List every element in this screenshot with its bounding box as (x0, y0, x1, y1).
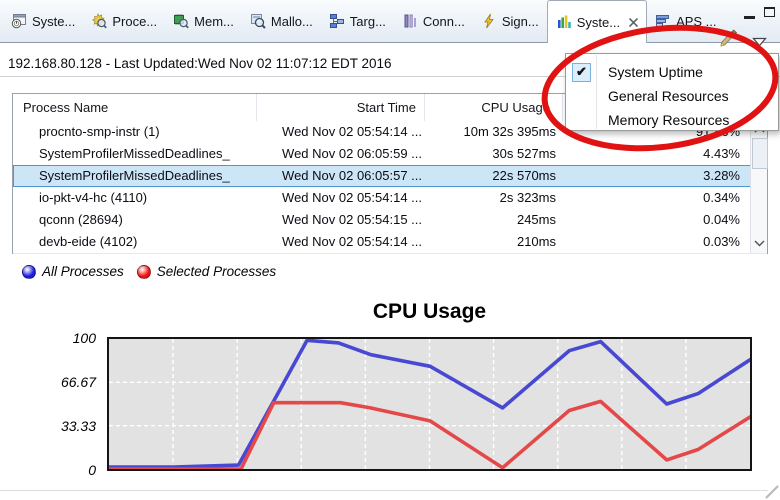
cell-cpu-usage: 245ms (516, 212, 556, 227)
tab-memory-analysis[interactable]: Mem... (165, 0, 242, 42)
tab-signal-information[interactable]: Sign... (473, 0, 547, 42)
series-line-all-processes (109, 339, 750, 469)
menu-gutter-divider (596, 55, 597, 129)
signal-information-icon (481, 13, 497, 29)
column-header-cpu-usage[interactable]: CPU Usage (481, 100, 550, 115)
chart-legend: All Processes Selected Processes (22, 264, 276, 279)
cell-cpu-usage: 22s 570ms (492, 168, 556, 183)
table-row[interactable]: SystemProfilerMissedDeadlines_ Wed Nov 02… (13, 143, 767, 166)
tab-target-navigator[interactable]: Targ... (321, 0, 394, 42)
legend-item-all-processes: All Processes (22, 264, 124, 279)
cell-cpu-percent: 0.03% (703, 234, 740, 249)
chart-title: CPU Usage (372, 300, 487, 323)
cell-start-time: Wed Nov 02 06:05:57 ... (282, 168, 422, 183)
tab-aps-view[interactable]: APS ... (647, 0, 724, 42)
view-dropdown-menu: ✔ System Uptime General Resources Memory… (565, 53, 779, 131)
cell-cpu-percent: 4.43% (703, 146, 740, 161)
pencil-icon (717, 29, 741, 54)
cell-start-time: Wed Nov 02 05:54:14 ... (282, 234, 422, 249)
vertical-scrollbar[interactable] (750, 121, 768, 253)
cell-process-name: devb-eide (4102) (39, 234, 138, 249)
connection-information-icon (402, 13, 418, 29)
scroll-down-icon[interactable] (751, 235, 767, 252)
checkmark-icon: ✔ (572, 63, 591, 82)
menu-item-system-uptime[interactable]: System Uptime (608, 64, 703, 80)
y-axis-tick: 0 (88, 462, 96, 478)
tab-process-inspector[interactable]: Proce... (83, 0, 165, 42)
tab-label: Targ... (349, 13, 386, 29)
y-axis-tick: 100 (72, 330, 96, 346)
tab-label: Syste... (576, 14, 621, 30)
table-row[interactable]: devb-eide (4102) Wed Nov 02 05:54:14 ... 2… (13, 231, 767, 254)
table-row[interactable]: qconn (28694) Wed Nov 02 05:54:15 ... 245m… (13, 209, 767, 232)
target-navigator-icon (329, 13, 345, 29)
cell-cpu-percent: 3.28% (703, 168, 740, 183)
view-menu-button[interactable] (750, 36, 768, 49)
menu-item-memory-resources[interactable]: Memory Resources (608, 112, 730, 128)
column-header-start-time[interactable]: Start Time (356, 100, 416, 115)
tab-malloc-information[interactable]: Mallo... (242, 0, 321, 42)
system-summary-icon (556, 14, 572, 30)
plot-canvas (109, 339, 750, 469)
tab-label: Proce... (112, 13, 158, 29)
cell-start-time: Wed Nov 02 05:54:14 ... (282, 124, 422, 139)
cell-cpu-percent: 0.34% (703, 190, 740, 205)
cpu-usage-plot (107, 337, 752, 471)
table-row-selected[interactable]: SystemProfilerMissedDeadlines_ Wed Nov 02… (13, 165, 767, 188)
cell-cpu-usage: 10m 32s 395ms (463, 124, 557, 139)
tab-system-profiler[interactable]: Syste... (3, 0, 83, 42)
close-icon[interactable] (629, 17, 638, 27)
aps-view-icon (655, 13, 671, 29)
cell-process-name: io-pkt-v4-hc (4110) (39, 190, 148, 205)
cell-cpu-usage: 210ms (516, 234, 556, 249)
edit-button[interactable] (716, 29, 742, 54)
all-processes-dot-icon (22, 264, 36, 279)
tab-label: APS ... (676, 13, 717, 29)
tab-bar: Syste... Proce... Mem... Mallo... Targ... Con… (0, 0, 780, 43)
minimize-icon[interactable] (744, 7, 755, 19)
resize-grip-icon (765, 485, 779, 499)
tab-connection-information[interactable]: Conn... (394, 0, 473, 42)
y-axis-tick: 33.33 (60, 418, 96, 434)
memory-analysis-icon (173, 13, 189, 29)
header-divider (0, 76, 780, 77)
cell-start-time: Wed Nov 02 05:54:15 ... (282, 212, 422, 227)
system-profiler-icon (11, 13, 27, 29)
tab-label: Conn... (422, 13, 465, 29)
y-axis-tick: 66.67 (60, 374, 96, 390)
cell-process-name: SystemProfilerMissedDeadlines_ (39, 146, 230, 161)
cell-start-time: Wed Nov 02 05:54:14 ... (282, 190, 422, 205)
selected-processes-dot-icon (136, 264, 151, 279)
table-row[interactable]: io-pkt-v4-hc (4110) Wed Nov 02 05:54:14 .… (13, 187, 767, 210)
target-status-label: 192.168.80.128 - Last Updated:Wed Nov 02… (8, 56, 392, 71)
chevron-down-icon (751, 34, 767, 52)
scrollbar-thumb[interactable] (752, 138, 768, 169)
maximize-icon[interactable] (764, 7, 775, 17)
legend-label: Selected Processes (156, 264, 277, 279)
tab-label: Mallo... (270, 13, 313, 29)
column-header-process-name[interactable]: Process Name (23, 100, 109, 115)
cell-cpu-percent: 0.04% (703, 212, 740, 227)
cell-process-name: procnto-smp-instr (1) (39, 124, 160, 139)
window-controls (744, 7, 775, 19)
tab-label: Syste... (32, 13, 76, 29)
malloc-information-icon (250, 13, 266, 29)
legend-label: All Processes (42, 264, 124, 279)
process-inspector-icon (91, 13, 108, 29)
series-line-selected-processes (109, 399, 750, 469)
cell-start-time: Wed Nov 02 06:05:59 ... (282, 146, 422, 161)
cell-process-name: qconn (28694) (39, 212, 123, 227)
tab-label: Sign... (501, 13, 539, 29)
legend-item-selected-processes: Selected Processes (136, 264, 277, 279)
cell-cpu-usage: 30s 527ms (492, 146, 556, 161)
tab-label: Mem... (194, 13, 234, 29)
tab-system-summary[interactable]: Syste... (546, 0, 648, 43)
menu-item-general-resources[interactable]: General Resources (608, 88, 729, 104)
cell-cpu-usage: 2s 323ms (499, 190, 556, 205)
cell-process-name: SystemProfilerMissedDeadlines_ (39, 168, 230, 183)
